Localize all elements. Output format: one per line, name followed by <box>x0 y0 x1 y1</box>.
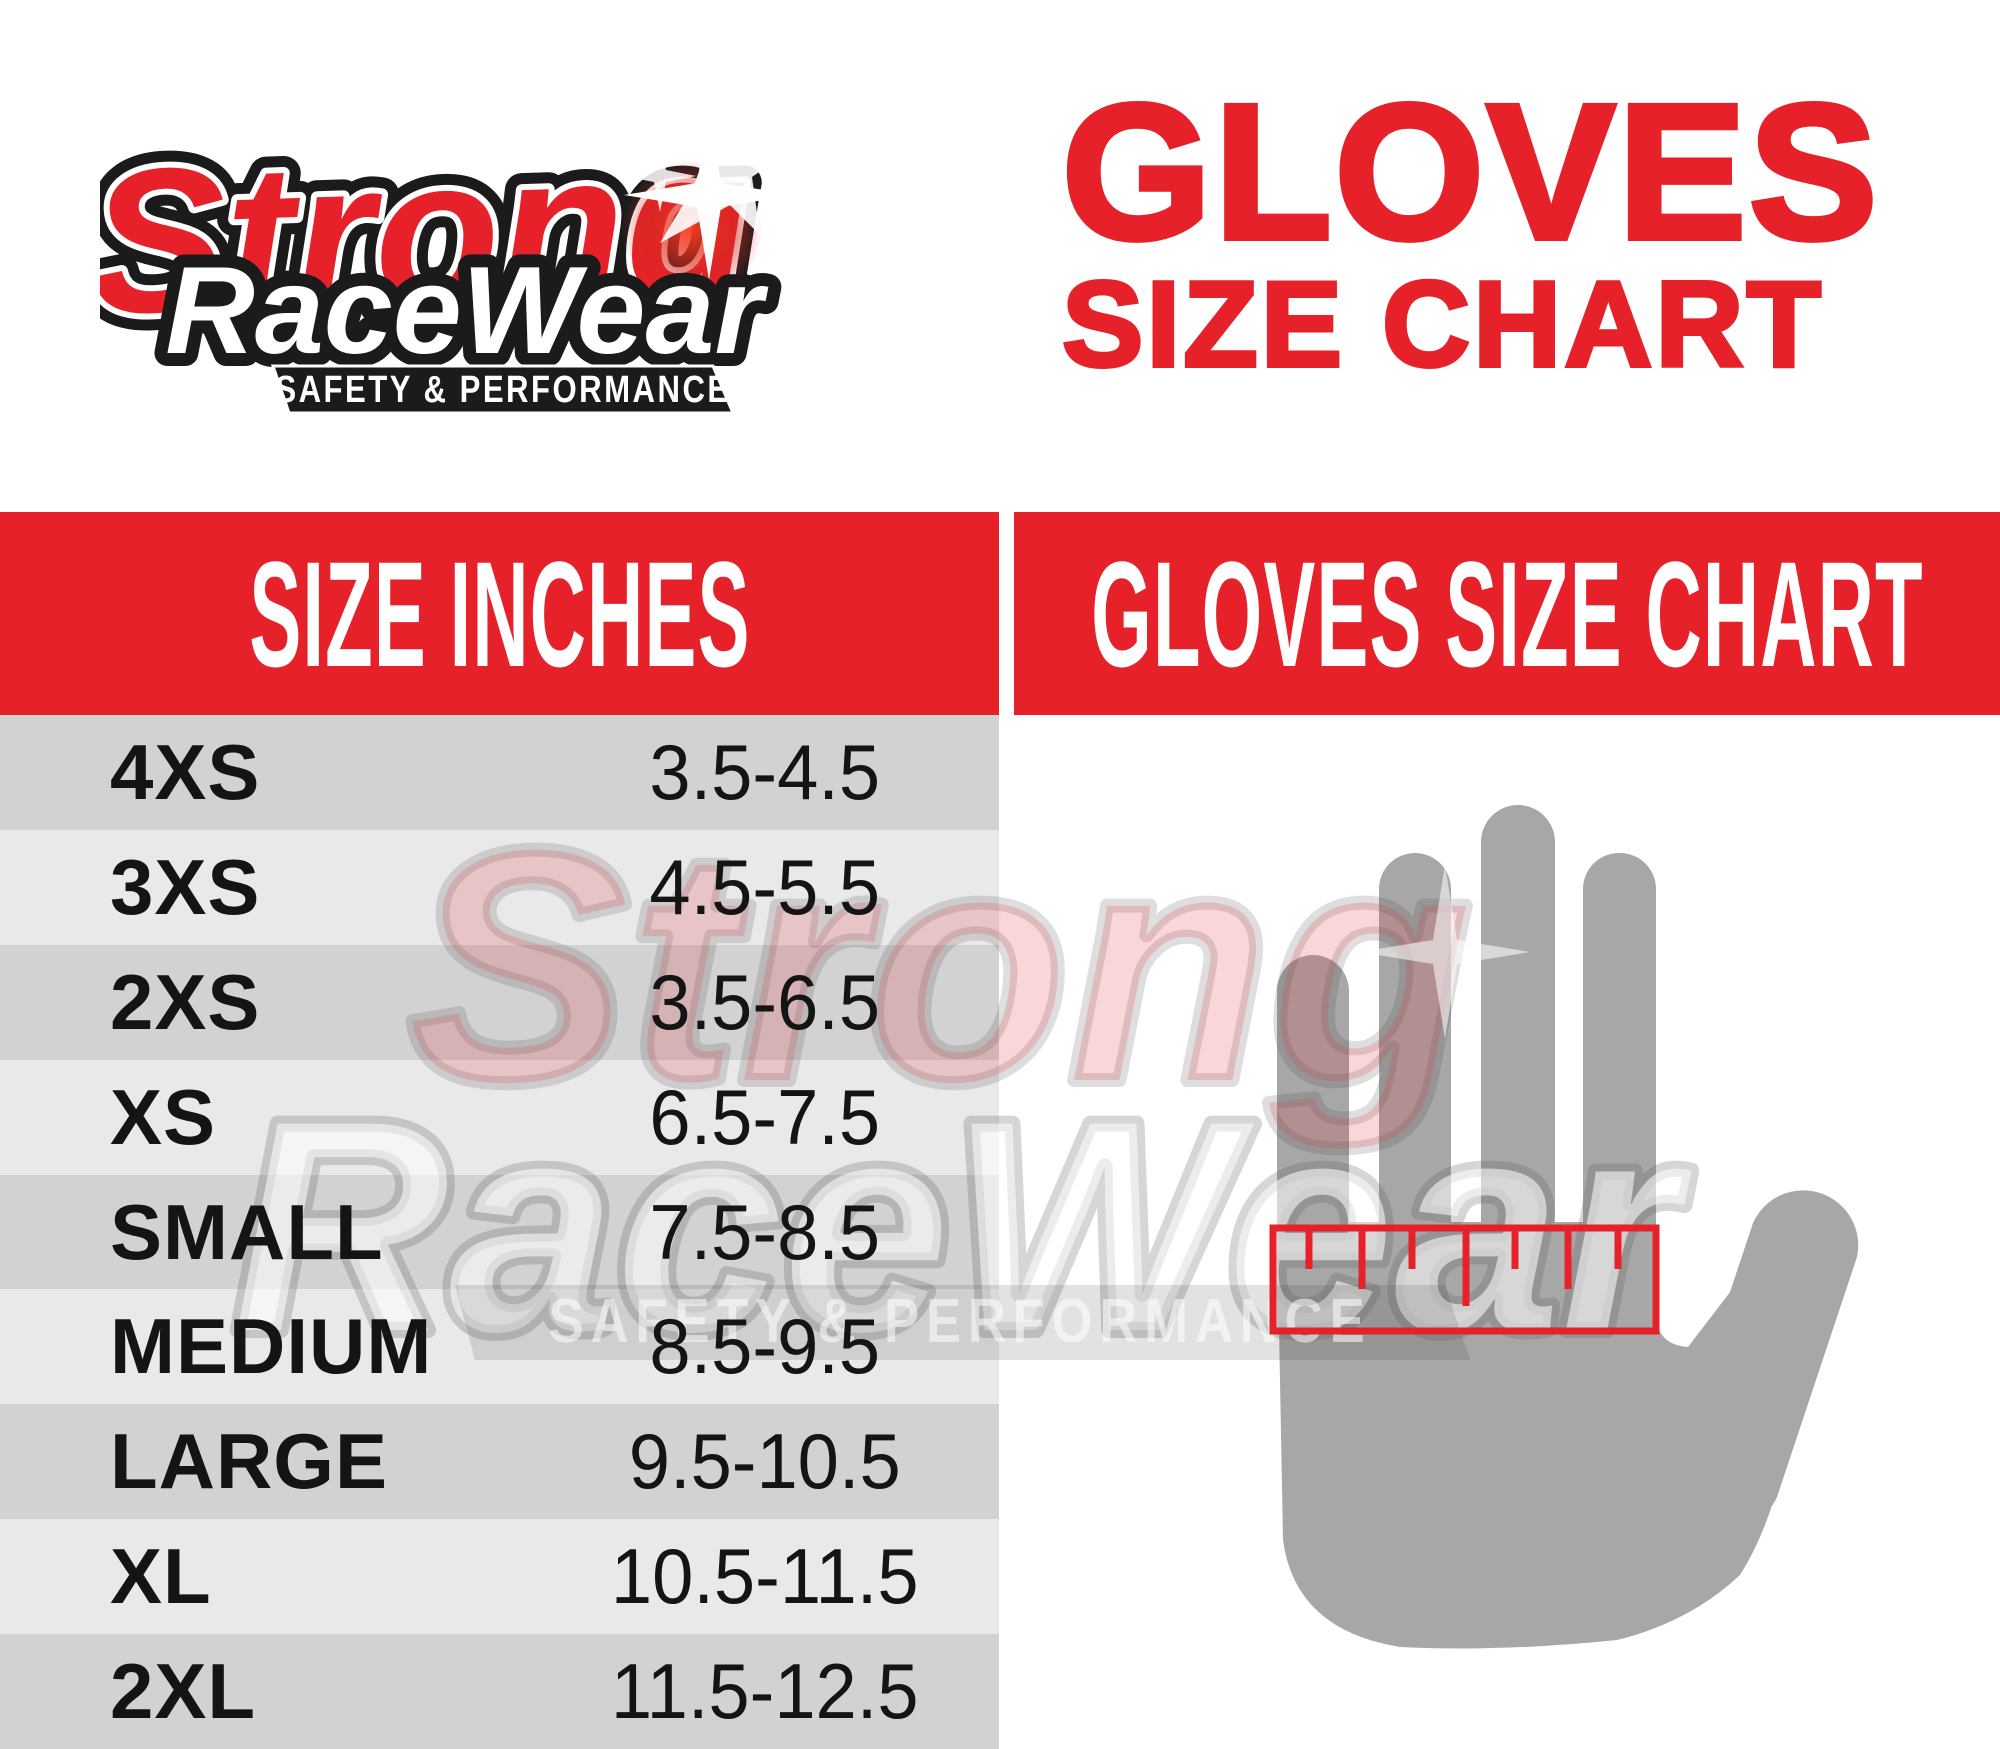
size-label: LARGE <box>110 1417 388 1506</box>
inches-value: 3.5-4.5 <box>648 727 880 816</box>
size-label: SMALL <box>110 1187 384 1276</box>
table-row: LARGE 9.5-10.5 <box>0 1404 999 1520</box>
table-row: XL 10.5-11.5 <box>0 1519 999 1635</box>
sparkle-icon <box>624 110 795 280</box>
inches-value: 7.5-8.5 <box>648 1187 880 1276</box>
right-header-bar: GLOVES SIZE CHART <box>1014 512 2000 715</box>
page-title-line1: GLOVES <box>1059 64 1881 279</box>
table-row: 4XS 3.5-4.5 <box>0 715 999 830</box>
table-row: SMALL 7.5-8.5 <box>0 1174 999 1290</box>
size-label: XL <box>110 1532 212 1621</box>
left-header-bar: SIZE INCHES <box>0 512 999 715</box>
right-header-label: GLOVES SIZE CHART <box>1090 529 1924 698</box>
inches-value: 3.5-6.5 <box>648 957 880 1046</box>
svg-text:RaceWear: RaceWear <box>165 242 768 380</box>
inches-value: 6.5-7.5 <box>648 1072 880 1161</box>
inches-value: 10.5-11.5 <box>610 1532 919 1621</box>
page-title-line2: SIZE CHART <box>1060 256 1824 392</box>
size-label: 3XS <box>110 842 261 931</box>
table-row: XS 6.5-7.5 <box>0 1059 999 1175</box>
brand-word-racewear: RaceWear RaceWear <box>152 229 781 393</box>
inches-value: 9.5-10.5 <box>628 1417 901 1506</box>
table-row: MEDIUM 8.5-9.5 <box>0 1289 999 1405</box>
table-row: 2XS 3.5-6.5 <box>0 944 999 1060</box>
inches-value: 11.5-12.5 <box>610 1647 919 1736</box>
left-header-label: SIZE INCHES <box>248 529 751 698</box>
table-row: 3XS 4.5-5.5 <box>0 829 999 945</box>
table-row: 2XL 11.5-12.5 <box>0 1634 999 1749</box>
tagline-banner <box>270 364 736 415</box>
inches-value: 4.5-5.5 <box>648 842 880 931</box>
size-label: 2XS <box>110 957 261 1046</box>
size-table: 4XS 3.5-4.5 3XS 4.5-5.5 2XS 3.5-6.5 XS 6… <box>0 715 999 1749</box>
size-label: XS <box>110 1072 217 1161</box>
size-label: 4XS <box>110 727 261 816</box>
hand-icon <box>1277 805 1859 1649</box>
brand-logo: Strong Strong RaceWear RaceWear SAFETY &… <box>100 89 795 415</box>
size-label: 2XL <box>110 1647 257 1736</box>
size-label: MEDIUM <box>110 1302 433 1391</box>
inches-value: 8.5-9.5 <box>648 1302 880 1391</box>
brand-tagline: SAFETY & PERFORMANCE <box>275 369 730 411</box>
